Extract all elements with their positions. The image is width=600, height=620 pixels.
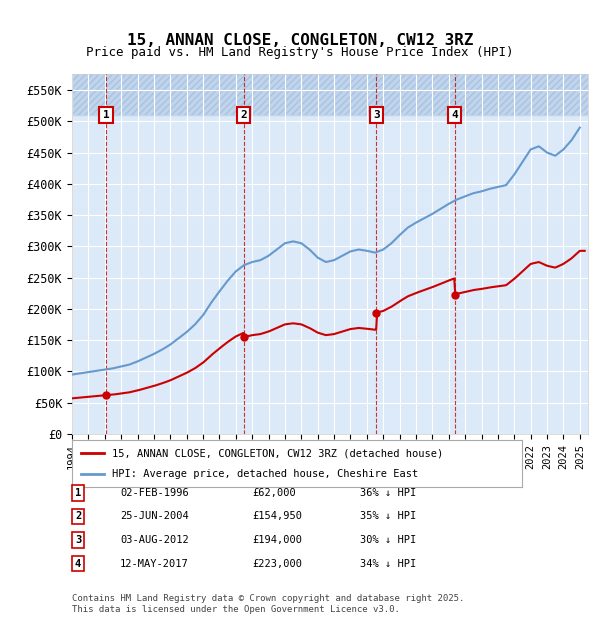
Text: 2: 2 <box>75 512 81 521</box>
Text: 35% ↓ HPI: 35% ↓ HPI <box>360 512 416 521</box>
Text: 30% ↓ HPI: 30% ↓ HPI <box>360 535 416 545</box>
Text: 3: 3 <box>373 110 380 120</box>
Text: 1: 1 <box>103 110 109 120</box>
Text: HPI: Average price, detached house, Cheshire East: HPI: Average price, detached house, Ches… <box>113 469 419 479</box>
Text: 15, ANNAN CLOSE, CONGLETON, CW12 3RZ: 15, ANNAN CLOSE, CONGLETON, CW12 3RZ <box>127 33 473 48</box>
Text: 2: 2 <box>240 110 247 120</box>
Text: 15, ANNAN CLOSE, CONGLETON, CW12 3RZ (detached house): 15, ANNAN CLOSE, CONGLETON, CW12 3RZ (de… <box>113 448 444 458</box>
Text: 3: 3 <box>75 535 81 545</box>
Text: 34% ↓ HPI: 34% ↓ HPI <box>360 559 416 569</box>
Text: Price paid vs. HM Land Registry's House Price Index (HPI): Price paid vs. HM Land Registry's House … <box>86 46 514 59</box>
Text: 02-FEB-1996: 02-FEB-1996 <box>120 488 189 498</box>
Bar <box>72 74 588 115</box>
Text: £62,000: £62,000 <box>252 488 296 498</box>
Text: £194,000: £194,000 <box>252 535 302 545</box>
Text: £154,950: £154,950 <box>252 512 302 521</box>
Text: 25-JUN-2004: 25-JUN-2004 <box>120 512 189 521</box>
Text: 03-AUG-2012: 03-AUG-2012 <box>120 535 189 545</box>
Text: £223,000: £223,000 <box>252 559 302 569</box>
Text: 12-MAY-2017: 12-MAY-2017 <box>120 559 189 569</box>
Text: 4: 4 <box>451 110 458 120</box>
Text: 36% ↓ HPI: 36% ↓ HPI <box>360 488 416 498</box>
Text: 1: 1 <box>75 488 81 498</box>
Text: Contains HM Land Registry data © Crown copyright and database right 2025.
This d: Contains HM Land Registry data © Crown c… <box>72 595 464 614</box>
Text: 4: 4 <box>75 559 81 569</box>
Bar <box>72 74 588 115</box>
